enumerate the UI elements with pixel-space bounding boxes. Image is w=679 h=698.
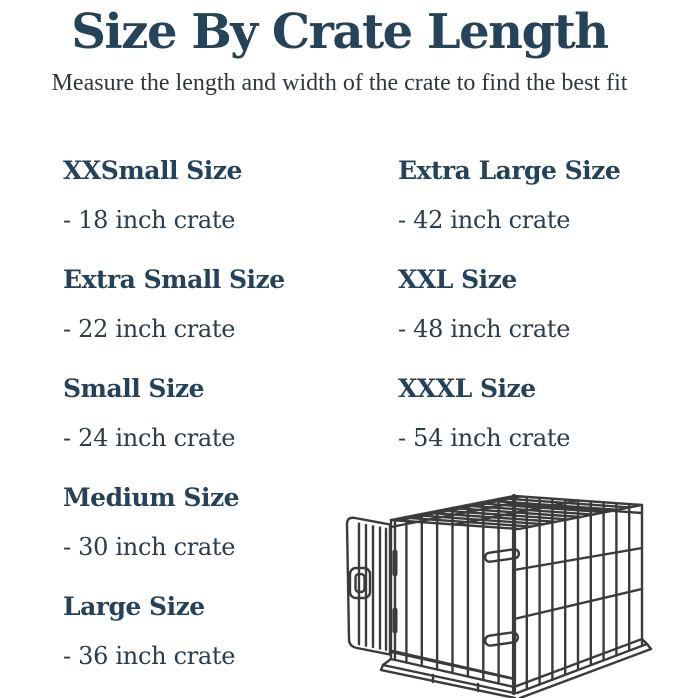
size-detail: - 30 inch crate	[63, 533, 236, 561]
size-label: Medium Size	[63, 483, 240, 512]
size-detail: - 42 inch crate	[398, 206, 571, 234]
size-label: XXL Size	[398, 265, 517, 294]
size-detail: - 18 inch crate	[63, 206, 236, 234]
size-detail: - 48 inch crate	[398, 315, 571, 343]
size-label: Small Size	[63, 374, 205, 403]
page-title: Size By Crate Length	[71, 4, 609, 60]
size-label: XXSmall Size	[63, 156, 242, 185]
size-group-extra-small: Extra Small Size - 22 inch crate	[63, 264, 383, 345]
size-label: XXXL Size	[398, 374, 536, 403]
size-label: Extra Large Size	[398, 156, 621, 185]
size-group-small: Small Size - 24 inch crate	[63, 373, 383, 454]
page-subtitle: Measure the length and width of the crat…	[51, 70, 628, 96]
dog-crate-icon	[345, 493, 653, 698]
size-group-xxl: XXL Size - 48 inch crate	[398, 264, 679, 345]
size-group-medium: Medium Size - 30 inch crate	[63, 482, 383, 563]
size-detail: - 24 inch crate	[63, 424, 236, 452]
size-detail: - 36 inch crate	[63, 642, 236, 670]
size-group-xxxl: XXXL Size - 54 inch crate	[398, 373, 679, 454]
size-label: Extra Small Size	[63, 265, 285, 294]
size-group-large: Large Size - 36 inch crate	[63, 591, 383, 672]
size-group-xxsmall: XXSmall Size - 18 inch crate	[63, 155, 383, 236]
size-detail: - 54 inch crate	[398, 424, 571, 452]
size-label: Large Size	[63, 592, 205, 621]
size-detail: - 22 inch crate	[63, 315, 236, 343]
size-group-extra-large: Extra Large Size - 42 inch crate	[398, 155, 679, 236]
